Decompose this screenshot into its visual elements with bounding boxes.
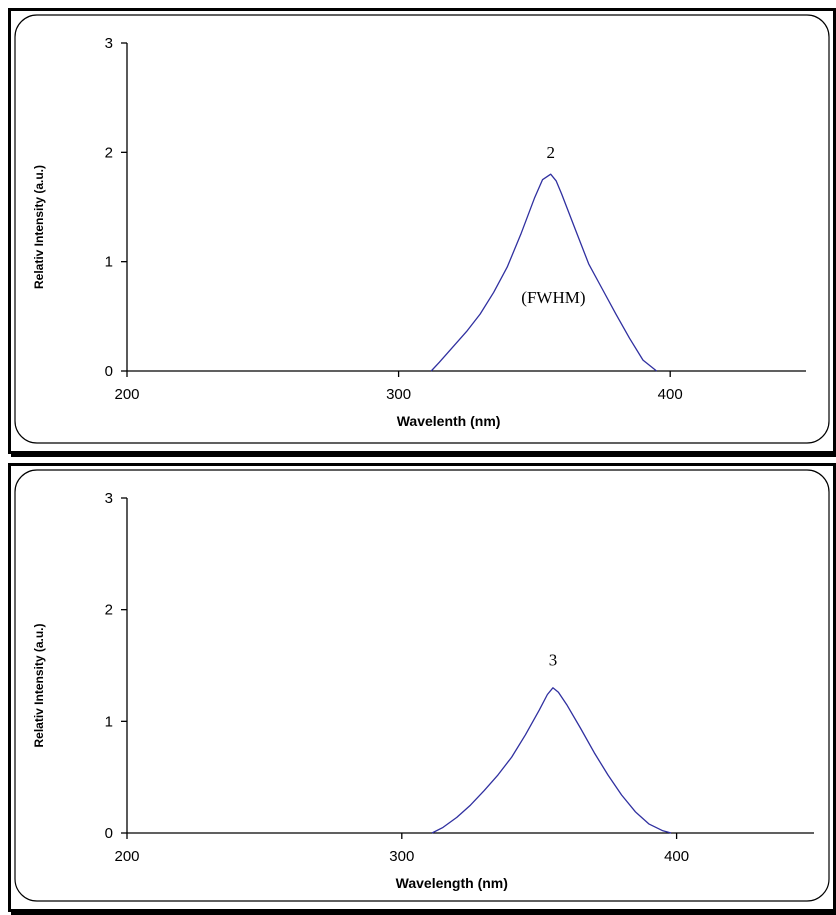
chart-2-y-tick-label: 3 xyxy=(105,490,113,507)
chart-2-x-axis-title: Wavelength (nm) xyxy=(396,875,508,891)
chart-2-y-tick-label: 2 xyxy=(105,602,113,619)
chart-2-y-tick-label: 1 xyxy=(105,713,113,730)
chart-2-y-tick-label: 0 xyxy=(105,825,113,842)
chart-2-series-line-0 xyxy=(431,687,672,834)
chart-1-plot-frame xyxy=(14,14,830,444)
chart-1-x-tick-label: 200 xyxy=(114,386,139,403)
chart-2-peak-label: 3 xyxy=(549,651,558,670)
chart-panel-1: 0 1 2 3 200 300 400 Wavelenth (nm) Relativ Inten… xyxy=(8,8,836,454)
chart-1-y-tick-label: 0 xyxy=(105,363,113,380)
chart-2-x-tick-label: 300 xyxy=(389,848,414,865)
chart-2-x-tick-label: 200 xyxy=(114,848,139,865)
chart-1-y-axis-title: Relativ Intensity (a.u.) xyxy=(32,165,46,289)
chart-2-svg: 0 1 2 3 200 300 400 Wavelength (nm) Relativ Inte… xyxy=(14,469,830,902)
chart-1-peak-label: 2 xyxy=(546,143,555,162)
chart-1-x-tick-label: 400 xyxy=(658,386,683,403)
chart-2-y-axis-title: Relativ Intensity (a.u.) xyxy=(32,623,46,747)
chart-2-plot-frame xyxy=(14,469,830,902)
chart-1-x-tick-label: 300 xyxy=(386,386,411,403)
chart-1-y-tick-label: 2 xyxy=(105,144,113,161)
chart-panel-2: 0 1 2 3 200 300 400 Wavelength (nm) Relativ Inte… xyxy=(8,463,836,912)
chart-1-y-tick-label: 3 xyxy=(105,35,113,52)
chart-1-y-tick-label: 1 xyxy=(105,254,113,271)
chart-1-series-line-0 xyxy=(430,173,658,372)
chart-1-svg: 0 1 2 3 200 300 400 Wavelenth (nm) Relativ Inten… xyxy=(14,14,830,444)
chart-2-x-tick-label: 400 xyxy=(664,848,689,865)
chart-1-fwhm-annotation: (FWHM) xyxy=(521,288,585,307)
chart-1-x-axis-title: Wavelenth (nm) xyxy=(397,413,501,429)
